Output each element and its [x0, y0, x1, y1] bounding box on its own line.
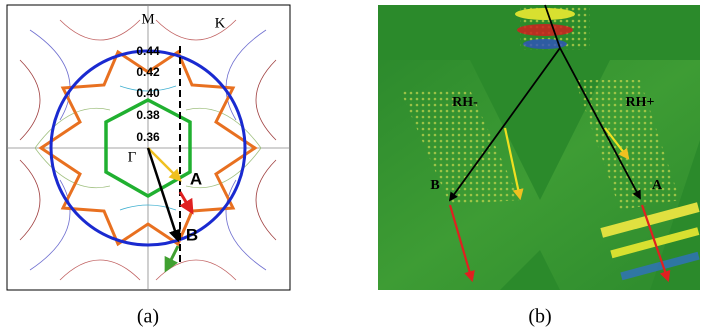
- point-label: A: [190, 169, 202, 188]
- figure: M K Γ 0.44 0.42 0.40 0.38 0.36 A B (a): [0, 0, 707, 333]
- caption: (a): [137, 306, 159, 328]
- symmetry-label: Γ: [128, 149, 137, 165]
- contour-label: 0.44: [136, 44, 160, 58]
- caption: (b): [528, 306, 551, 328]
- symmetry-label: K: [215, 15, 226, 31]
- point-label: A: [652, 178, 663, 193]
- beam-label: RH-: [452, 95, 478, 110]
- panel-b: RH- RH+ B A (b): [378, 5, 700, 328]
- panel-a: M K Γ 0.44 0.42 0.40 0.38 0.36 A B (a): [7, 5, 290, 328]
- point-label: B: [186, 225, 198, 244]
- contour-label: 0.38: [136, 108, 160, 122]
- incident-fringes: [515, 8, 575, 49]
- point-label: B: [430, 178, 439, 193]
- symmetry-label: M: [141, 11, 154, 27]
- contour-label: 0.40: [136, 86, 160, 100]
- beam-label: RH+: [626, 95, 655, 110]
- contour-label: 0.42: [136, 65, 160, 79]
- contour-label: 0.36: [136, 130, 160, 144]
